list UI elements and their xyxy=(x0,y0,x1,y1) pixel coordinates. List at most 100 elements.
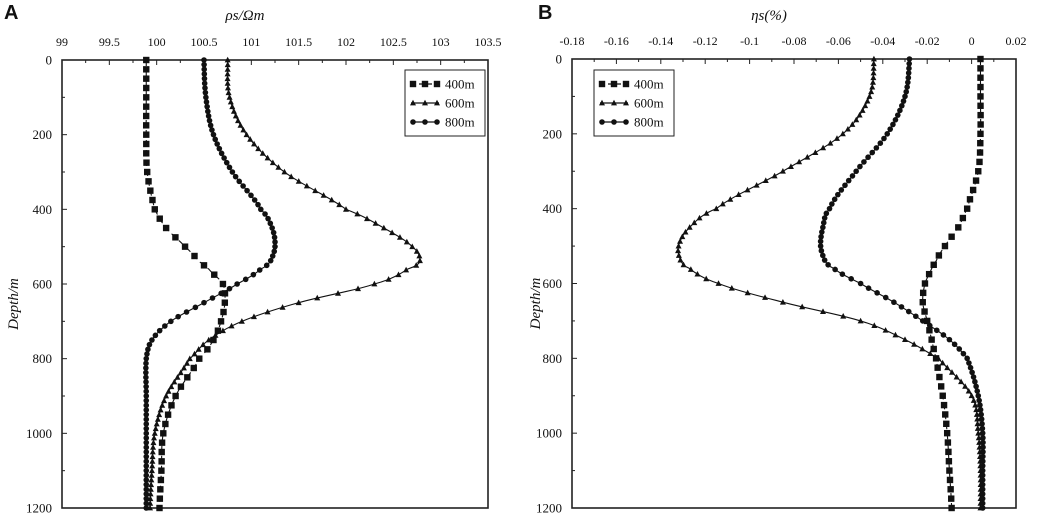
data-point xyxy=(911,341,918,347)
data-point xyxy=(183,360,190,366)
data-point xyxy=(936,373,943,381)
data-point xyxy=(827,139,834,146)
series-line xyxy=(922,59,982,509)
data-point xyxy=(972,401,979,408)
data-point xyxy=(237,122,244,128)
data-point xyxy=(142,112,150,120)
data-point xyxy=(958,378,965,385)
x-tick-label: -0.04 xyxy=(870,34,895,48)
data-point xyxy=(819,308,826,314)
data-point xyxy=(799,303,806,310)
y-axis-title: Depth/m xyxy=(528,278,544,331)
x-tick-label: -0.08 xyxy=(782,34,807,48)
data-point xyxy=(256,267,263,273)
data-point xyxy=(216,145,223,152)
data-point xyxy=(416,252,423,259)
legend-marker xyxy=(410,119,416,125)
data-point xyxy=(818,233,824,240)
legend-label: 600m xyxy=(634,96,664,111)
data-point xyxy=(727,196,734,202)
data-point xyxy=(214,327,222,334)
data-point xyxy=(183,309,190,315)
series-line xyxy=(149,59,421,509)
data-point xyxy=(143,477,150,483)
data-point xyxy=(857,280,864,287)
data-point xyxy=(314,294,321,301)
data-point xyxy=(312,187,319,194)
data-point xyxy=(191,350,198,357)
data-point xyxy=(143,374,149,381)
data-point xyxy=(823,210,830,217)
data-point xyxy=(744,289,751,296)
data-point xyxy=(744,186,751,193)
data-point xyxy=(143,435,150,441)
data-point xyxy=(826,205,833,212)
data-point xyxy=(143,411,150,418)
data-point xyxy=(144,351,150,357)
data-point xyxy=(336,201,343,208)
data-point xyxy=(224,56,231,63)
panel-b: B -0.18 -0.16 -0.14 -0.12 -0.1 -0.08 -0.06 -0.0… xyxy=(526,0,1052,516)
data-point xyxy=(902,336,908,343)
data-point xyxy=(143,103,150,110)
data-point xyxy=(975,429,982,436)
data-point xyxy=(819,252,826,259)
data-point xyxy=(946,467,953,474)
data-point xyxy=(177,383,185,390)
data-point xyxy=(948,369,955,375)
data-point xyxy=(977,65,984,72)
data-point xyxy=(168,318,174,325)
data-point xyxy=(147,490,154,497)
data-point xyxy=(143,505,150,511)
data-point xyxy=(403,266,410,273)
legend-marker xyxy=(598,80,606,88)
data-point xyxy=(143,439,150,446)
data-point xyxy=(978,416,985,422)
data-point xyxy=(817,238,824,245)
data-point xyxy=(970,374,977,380)
data-point xyxy=(217,318,225,325)
y-tick-label: 600 xyxy=(33,277,53,292)
data-point xyxy=(892,331,899,338)
data-point xyxy=(719,200,726,207)
data-point xyxy=(935,252,943,259)
data-point xyxy=(900,98,907,104)
data-point xyxy=(870,69,877,76)
data-point xyxy=(903,88,910,95)
data-point xyxy=(150,439,157,446)
data-point xyxy=(238,318,245,324)
data-point xyxy=(224,70,231,77)
y-tick-label: 1200 xyxy=(536,501,562,515)
data-point xyxy=(940,401,948,409)
data-point xyxy=(149,196,156,204)
data-point xyxy=(143,416,150,423)
data-point xyxy=(143,495,150,502)
data-point xyxy=(979,472,986,479)
data-point xyxy=(868,88,875,95)
data-point xyxy=(227,98,234,105)
data-point xyxy=(829,201,835,207)
x-tick-label: -0.06 xyxy=(826,34,851,48)
data-point xyxy=(771,172,778,179)
data-point xyxy=(219,327,226,334)
data-point xyxy=(158,467,165,474)
data-point xyxy=(201,299,207,306)
data-point xyxy=(209,127,215,133)
x-tick-label: -0.02 xyxy=(915,34,940,48)
data-point xyxy=(184,374,191,381)
data-point xyxy=(396,234,403,240)
data-point xyxy=(899,102,905,109)
data-point xyxy=(165,388,172,394)
data-point xyxy=(940,332,947,338)
data-point xyxy=(162,323,168,329)
data-point xyxy=(279,304,286,310)
x-tick-label: 103.5 xyxy=(475,35,502,49)
data-point xyxy=(831,196,838,203)
data-point xyxy=(212,332,219,338)
data-point xyxy=(143,486,150,493)
data-point xyxy=(413,262,420,268)
data-point xyxy=(677,256,684,263)
x-tick-label: 103 xyxy=(432,35,450,49)
data-point xyxy=(865,285,872,291)
data-point xyxy=(948,233,955,240)
